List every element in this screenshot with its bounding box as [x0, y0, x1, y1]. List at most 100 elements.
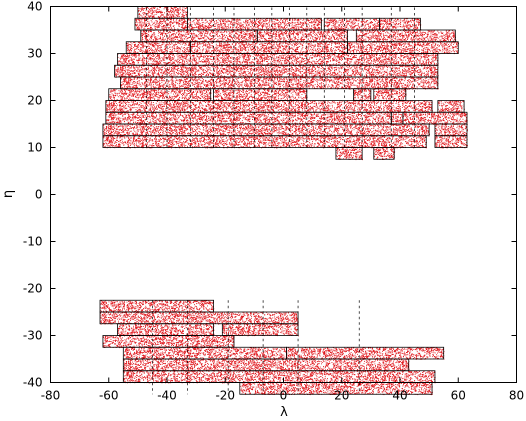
data-point: [247, 39, 248, 40]
data-point: [160, 36, 161, 37]
data-point: [158, 35, 159, 36]
data-point: [162, 21, 163, 22]
data-point: [245, 22, 246, 23]
data-point: [142, 34, 143, 35]
data-point: [328, 35, 329, 36]
data-point: [306, 28, 307, 29]
data-point: [174, 29, 175, 30]
data-point: [171, 40, 172, 41]
data-point: [250, 47, 251, 48]
data-point: [251, 33, 252, 34]
data-point: [162, 34, 163, 35]
data-point: [283, 34, 284, 35]
data-point: [150, 11, 151, 12]
data-point: [234, 38, 235, 39]
data-point: [452, 39, 453, 40]
data-point: [157, 52, 158, 53]
data-point: [200, 25, 201, 26]
data-point: [327, 23, 328, 24]
data-point: [247, 35, 248, 36]
data-point: [328, 25, 329, 26]
data-point: [258, 21, 259, 22]
data-point: [339, 31, 340, 32]
data-point: [255, 21, 256, 22]
data-point: [261, 37, 262, 38]
data-point: [369, 27, 370, 28]
data-point: [265, 24, 266, 25]
data-point: [423, 40, 424, 41]
data-point: [335, 23, 336, 24]
data-point: [448, 40, 449, 41]
data-point: [147, 21, 148, 22]
data-point: [169, 31, 170, 32]
data-point: [407, 32, 408, 33]
data-point: [295, 28, 296, 29]
data-point: [394, 24, 395, 25]
data-point: [221, 34, 222, 35]
data-point: [326, 38, 327, 39]
data-point: [179, 51, 180, 52]
data-point: [163, 29, 164, 30]
data-point: [178, 31, 179, 32]
data-point: [403, 25, 404, 26]
data-point: [383, 21, 384, 22]
data-point: [325, 25, 326, 26]
data-point: [193, 27, 194, 28]
data-point: [293, 43, 294, 44]
data-point: [247, 22, 248, 23]
data-point: [179, 40, 180, 41]
data-point: [262, 19, 263, 20]
data-point: [150, 31, 151, 32]
data-point: [242, 38, 243, 39]
data-point: [295, 37, 296, 38]
data-point: [132, 48, 133, 49]
data-point: [405, 32, 406, 33]
data-point: [416, 38, 417, 39]
data-point: [342, 39, 343, 40]
data-point: [163, 39, 164, 40]
data-point: [334, 27, 335, 28]
data-point: [243, 31, 244, 32]
data-point: [289, 33, 290, 34]
data-point: [245, 29, 246, 30]
data-point: [160, 11, 161, 12]
data-point: [279, 46, 280, 47]
data-point: [163, 44, 164, 45]
data-point: [368, 40, 369, 41]
data-point: [142, 40, 143, 41]
data-point: [161, 33, 162, 34]
data-point: [339, 35, 340, 36]
data-point: [355, 19, 356, 20]
data-point: [175, 48, 176, 49]
data-point: [231, 24, 232, 25]
data-point: [330, 19, 331, 20]
data-point: [238, 21, 239, 22]
data-point: [205, 19, 206, 20]
data-point: [417, 27, 418, 28]
data-point: [171, 38, 172, 39]
data-point: [307, 19, 308, 20]
data-point: [312, 19, 313, 20]
data-point: [198, 44, 199, 45]
data-point: [408, 21, 409, 22]
data-point: [152, 28, 153, 29]
data-point: [264, 48, 265, 49]
data-point: [447, 36, 448, 37]
data-point: [140, 44, 141, 45]
data-point: [157, 22, 158, 23]
data-point: [169, 47, 170, 48]
data-point: [131, 46, 132, 47]
data-point: [260, 34, 261, 35]
data-point: [414, 40, 415, 41]
data-point: [238, 20, 239, 21]
data-point: [362, 23, 363, 24]
data-point: [435, 34, 436, 35]
data-point: [165, 46, 166, 47]
data-point: [237, 30, 238, 31]
data-point: [172, 51, 173, 52]
data-point: [419, 35, 420, 36]
data-point: [243, 37, 244, 38]
data-point: [297, 20, 298, 21]
data-point: [430, 33, 431, 34]
data-point: [180, 49, 181, 50]
